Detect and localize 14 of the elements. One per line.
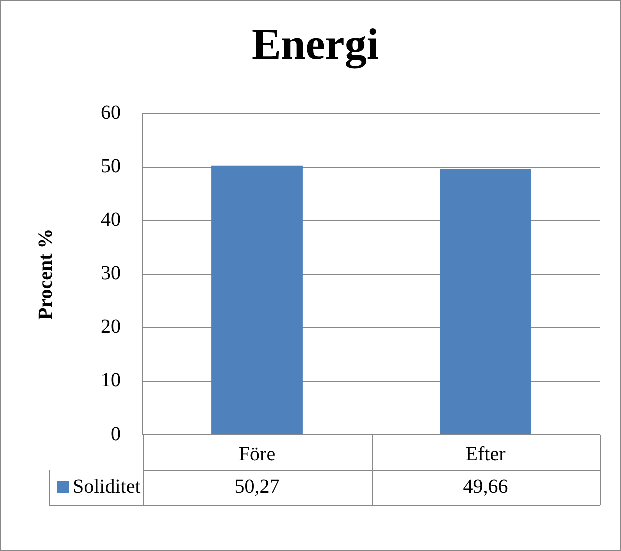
y-tick-label: 50 [101, 156, 121, 178]
y-tick-label: 40 [101, 209, 121, 232]
chart-title: Energi [252, 20, 380, 69]
y-tick-label: 10 [101, 370, 121, 392]
y-axis-title: Procent % [35, 228, 58, 320]
y-tick-label: 60 [101, 102, 121, 124]
y-tick-label: 0 [111, 423, 121, 446]
legend-label: Soliditet [73, 476, 142, 498]
x-tick-label: Före [238, 443, 276, 466]
x-tick-label: Efter [466, 443, 506, 466]
data-label: 50,27 [234, 476, 280, 498]
data-label: 49,66 [463, 476, 508, 498]
y-tick-label: 30 [101, 262, 121, 285]
y-tick-label: 20 [101, 316, 121, 338]
